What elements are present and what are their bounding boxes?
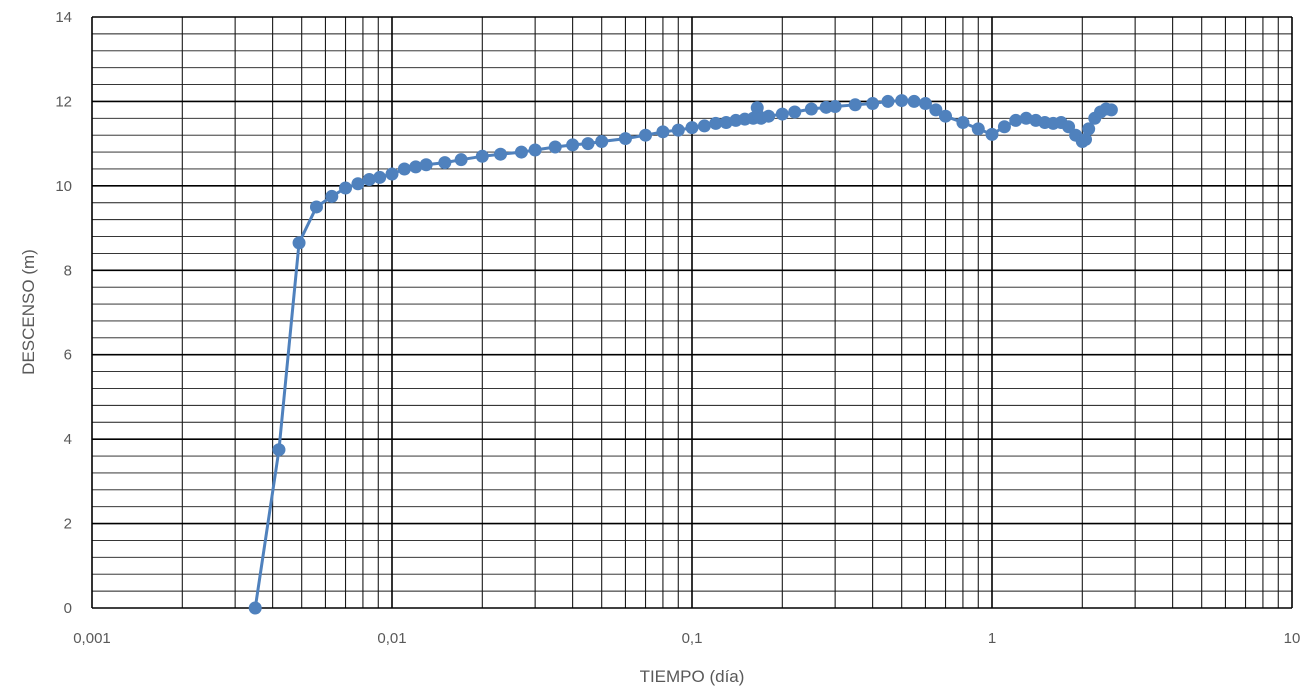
y-tick-label: 14	[55, 9, 72, 26]
data-point	[528, 143, 542, 157]
data-point	[595, 135, 609, 149]
y-tick-label: 4	[64, 431, 72, 448]
data-point	[309, 200, 323, 214]
data-point	[656, 125, 670, 139]
data-point	[881, 94, 895, 108]
y-tick-labels: 0 2 4 6 8 10 12 14	[55, 9, 72, 617]
data-point	[918, 97, 932, 111]
data-point	[397, 162, 411, 176]
y-tick-label: 0	[64, 600, 72, 617]
data-point	[939, 109, 953, 123]
data-point	[895, 94, 909, 108]
data-point	[1079, 132, 1093, 146]
x-tick-label: 0,001	[73, 630, 111, 647]
data-point	[709, 116, 723, 130]
x-tick-label: 0,1	[682, 630, 703, 647]
data-point	[438, 156, 452, 170]
data-point	[494, 147, 508, 161]
data-point	[956, 116, 970, 130]
data-point	[762, 109, 776, 123]
data-point	[775, 107, 789, 121]
data-point	[339, 181, 353, 195]
data-point	[325, 189, 339, 203]
y-tick-label: 10	[55, 178, 72, 195]
data-point	[1009, 113, 1023, 127]
data-point	[351, 177, 365, 191]
data-point	[409, 160, 423, 174]
y-tick-label: 6	[64, 347, 72, 364]
x-axis-title: TIEMPO (día)	[640, 667, 745, 686]
data-point	[581, 137, 595, 151]
data-point	[1019, 111, 1033, 125]
x-tick-label: 0,01	[377, 630, 406, 647]
y-tick-label: 8	[64, 262, 72, 279]
data-point	[618, 132, 632, 146]
data-point	[566, 138, 580, 152]
data-point	[373, 170, 387, 184]
x-tick-label: 10	[1284, 630, 1301, 647]
x-tick-labels: 0,001 0,01 0,1 1 10	[73, 630, 1300, 647]
data-point	[697, 119, 711, 133]
data-point	[985, 127, 999, 141]
data-point	[248, 601, 262, 615]
data-point	[866, 97, 880, 111]
data-point	[804, 102, 818, 116]
data-point	[997, 120, 1011, 134]
data-point	[907, 94, 921, 108]
data-point	[639, 128, 653, 142]
data-point	[685, 121, 699, 135]
data-point	[971, 122, 985, 136]
data-point	[272, 443, 286, 457]
data-point	[719, 116, 733, 130]
data-point	[475, 149, 489, 163]
data-point	[514, 145, 528, 159]
data-point	[828, 99, 842, 113]
y-tick-label: 12	[55, 93, 72, 110]
data-point	[1104, 103, 1118, 117]
y-axis-title: DESCENSO (m)	[19, 249, 38, 375]
data-point	[419, 158, 433, 172]
data-point	[788, 105, 802, 119]
data-point	[848, 98, 862, 112]
data-point	[671, 123, 685, 137]
data-point	[454, 153, 468, 167]
y-major-gridlines	[92, 16, 1292, 609]
data-point	[548, 140, 562, 154]
x-tick-label: 1	[988, 630, 996, 647]
data-point	[362, 173, 376, 187]
data-point	[929, 103, 943, 117]
y-tick-label: 2	[64, 516, 72, 533]
series-drescenso	[248, 94, 1118, 615]
data-point	[292, 236, 306, 250]
x-gridlines	[91, 17, 1293, 608]
data-point	[385, 167, 399, 181]
data-point	[1082, 122, 1096, 136]
